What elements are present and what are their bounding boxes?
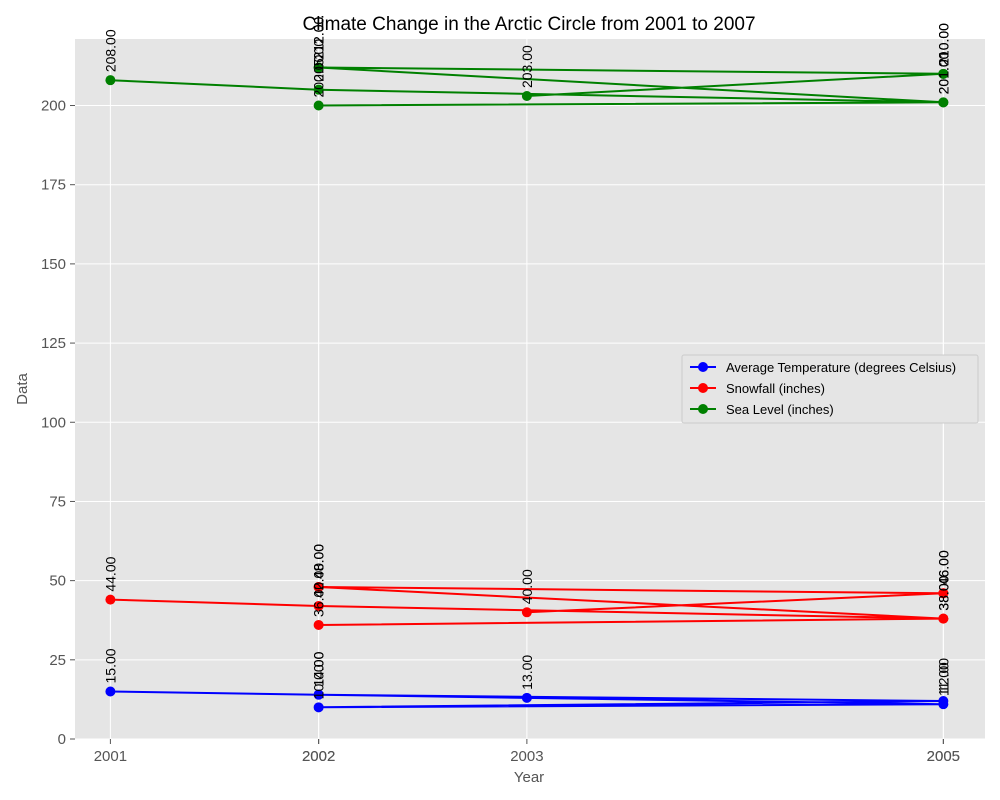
data-label: 203.00 [519, 45, 535, 88]
data-point [522, 607, 532, 617]
data-label: 46.00 [935, 550, 951, 585]
data-label: 200.00 [311, 54, 327, 97]
legend-entry-label: Sea Level (inches) [726, 402, 834, 417]
x-tick-label: 2003 [510, 748, 543, 765]
data-point [938, 614, 948, 624]
data-label: 48.00 [311, 544, 327, 579]
y-tick-label: 25 [49, 652, 66, 669]
data-label: 13.00 [519, 655, 535, 690]
legend: Average Temperature (degrees Celsius) Sno… [682, 355, 978, 423]
data-label: 210.00 [935, 23, 951, 66]
chart-title: Climate Change in the Arctic Circle from… [302, 14, 755, 35]
data-point [522, 91, 532, 101]
data-point [314, 702, 324, 712]
legend-marker [698, 362, 708, 372]
data-label: 11.00 [935, 662, 951, 696]
legend-entry-label: Snowfall (inches) [726, 381, 825, 396]
data-point [105, 686, 115, 696]
data-point [938, 97, 948, 107]
data-label: 14.00 [311, 651, 327, 686]
y-tick-label: 200 [41, 98, 66, 115]
legend-marker [698, 383, 708, 393]
data-point [314, 620, 324, 630]
y-tick-label: 0 [58, 731, 66, 748]
legend-entry-label: Average Temperature (degrees Celsius) [726, 360, 956, 375]
data-label: 40.00 [519, 569, 535, 604]
data-point [105, 595, 115, 605]
y-axis-label: Data [14, 373, 31, 405]
y-tick-label: 150 [41, 256, 66, 273]
data-label: 208.00 [102, 29, 118, 72]
x-axis-label: Year [514, 769, 544, 786]
data-point [938, 699, 948, 709]
x-tick-label: 2005 [927, 748, 960, 765]
data-label: 44.00 [102, 556, 118, 591]
x-tick-label: 2002 [302, 748, 335, 765]
data-point [522, 693, 532, 703]
data-point [314, 101, 324, 111]
legend-marker [698, 404, 708, 414]
y-tick-label: 75 [49, 493, 66, 510]
data-label: 15.00 [102, 648, 118, 683]
data-label: 36.00 [311, 582, 327, 617]
y-tick-label: 50 [49, 573, 66, 590]
y-tick-label: 125 [41, 335, 66, 352]
data-point [105, 75, 115, 85]
y-tick-label: 100 [41, 414, 66, 431]
x-tick-label: 2001 [94, 748, 127, 765]
y-tick-label: 175 [41, 177, 66, 194]
